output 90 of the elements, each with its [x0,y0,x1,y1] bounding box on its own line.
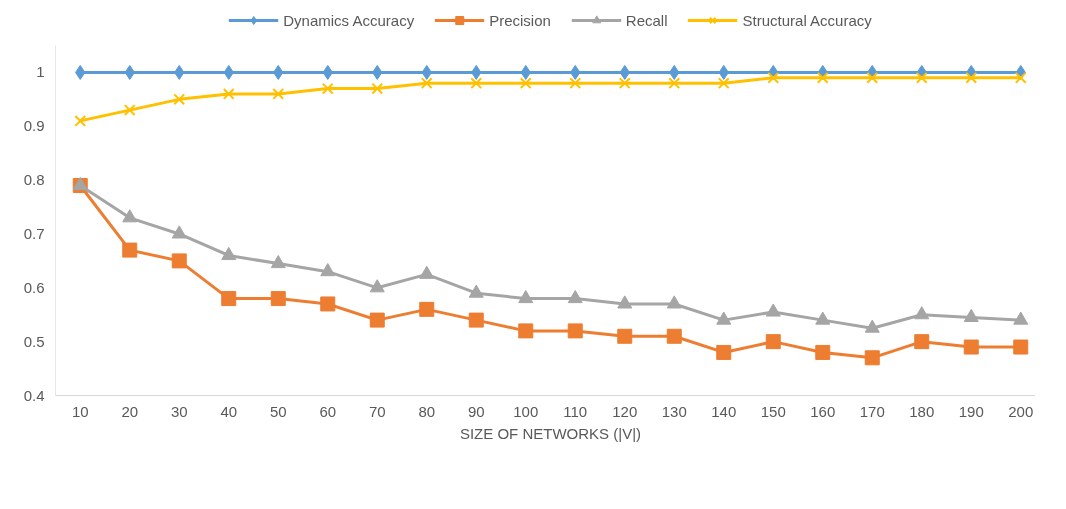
x-tick-label: 10 [71,402,89,420]
point [866,71,879,84]
point [765,303,781,317]
point [717,77,730,90]
point [369,279,385,293]
point [173,93,186,106]
x-tick-label: 100 [513,402,539,420]
y-tick-label: 0.4 [23,386,45,404]
y-tick-label: 0.7 [23,224,45,242]
point [74,114,87,127]
y-tick-label: 1 [36,63,45,81]
point [171,253,187,269]
point [122,242,138,258]
point [221,291,237,307]
x-axis-title: SIZE OF NETWORKS (|V|) [459,424,642,442]
legend-label: Dynamics Accuracy [283,11,415,29]
point [221,246,237,261]
point [816,71,829,84]
x-tick-label: 130 [661,402,687,420]
y-tick-label: 0.9 [23,117,45,135]
point [419,265,435,279]
point [567,289,583,304]
point [222,88,235,100]
point [569,77,582,90]
point [815,344,831,360]
x-tick-label: 60 [319,402,337,420]
x-tick-label: 200 [1008,402,1034,420]
point [321,82,334,95]
point [567,323,583,339]
x-tick-label: 20 [121,402,139,420]
y-tick-label: 0.8 [23,171,45,189]
x-tick-label: 110 [563,402,588,420]
point [369,312,385,328]
x-tick-label: 30 [170,402,188,420]
point [468,312,484,328]
point [765,334,781,350]
point [963,308,979,322]
point [518,289,534,304]
point [815,311,831,325]
x-tick-label: 80 [418,402,436,420]
x-tick-label: 150 [760,402,786,420]
point [617,328,633,344]
point [419,301,435,317]
point [171,225,187,239]
point [666,295,682,309]
x-tick-label: 140 [711,402,737,420]
legend-label: Structural Accuracy [742,11,872,29]
point [965,71,978,84]
point [716,344,732,360]
x-tick-label: 180 [909,402,935,420]
point [270,254,286,269]
point [666,328,682,344]
x-tick-label: 90 [467,402,485,420]
point [914,334,930,350]
y-tick-label: 0.5 [23,332,45,350]
point [767,71,780,84]
legend-label: Recall [625,11,668,29]
point [519,77,532,90]
point [270,291,286,307]
point [468,284,484,298]
x-tick-label: 50 [269,402,287,420]
legend-label: Precision [489,11,551,29]
point [864,350,880,366]
point [864,319,880,333]
point [122,209,138,223]
point [420,77,433,90]
x-tick-label: 170 [859,402,885,420]
point [915,71,928,84]
point [716,311,732,325]
y-tick-label: 0.6 [23,278,45,296]
x-tick-label: 120 [612,402,638,420]
point [668,77,681,90]
point [618,77,631,90]
point [963,339,979,355]
point [617,295,633,309]
point [518,323,534,339]
point [470,77,483,90]
point [123,104,136,117]
x-tick-label: 70 [368,402,386,420]
point [320,296,336,312]
point [371,82,384,95]
x-tick-label: 40 [220,402,238,420]
point [272,88,285,100]
x-tick-label: 160 [810,402,836,420]
point [320,263,336,277]
point [1013,339,1029,355]
point [914,306,930,320]
point [1014,71,1027,84]
point [1013,311,1029,325]
x-tick-label: 190 [958,402,984,420]
